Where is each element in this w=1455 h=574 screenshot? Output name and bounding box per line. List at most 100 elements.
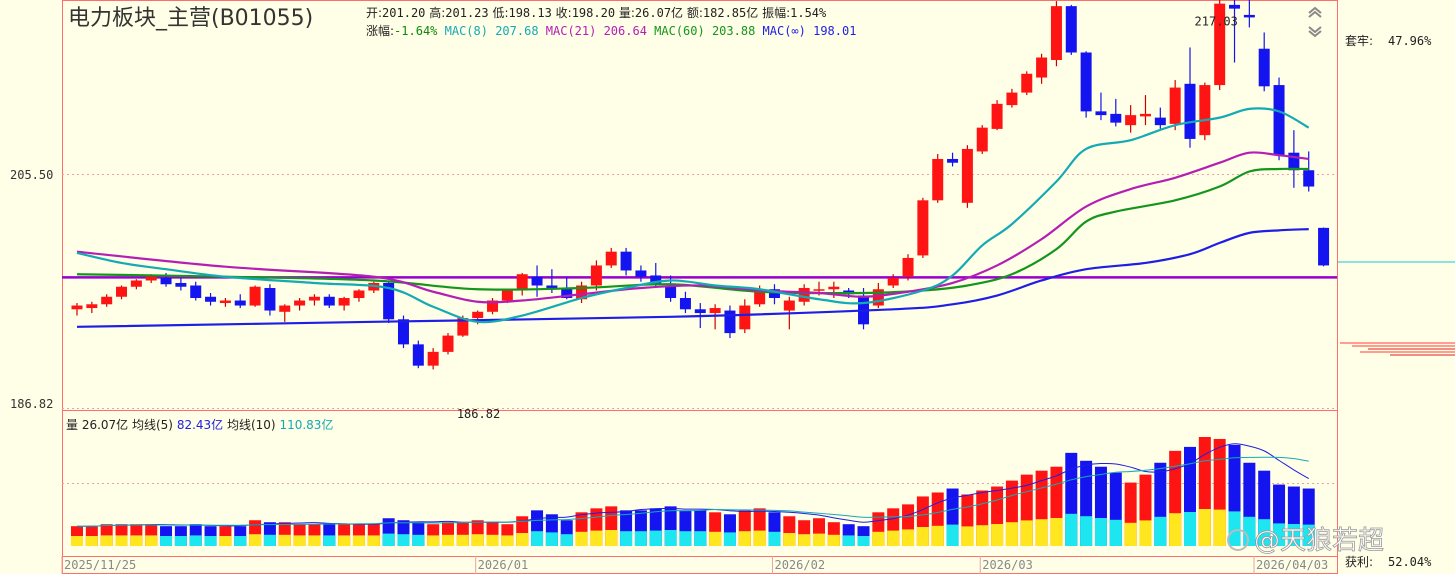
volume-bar	[1302, 488, 1315, 546]
candle	[1169, 80, 1181, 131]
ma-inf-line	[76, 228, 1309, 328]
candle-body	[397, 319, 409, 345]
volume-bar-inner	[916, 527, 929, 546]
candle-body	[1303, 170, 1315, 187]
volume-bar-inner	[1080, 516, 1093, 546]
volume-bar	[412, 522, 425, 546]
watermark-text: @天狼若超	[1254, 526, 1384, 556]
volume-bar	[605, 506, 618, 546]
candle	[798, 284, 810, 306]
volume-bar-inner	[397, 534, 410, 546]
volume-bar-inner	[738, 531, 751, 546]
scroll-down-icon[interactable]	[1308, 26, 1322, 38]
volume-bar	[130, 524, 143, 546]
candle	[1021, 71, 1033, 96]
volume-layer	[71, 437, 1315, 546]
candle	[635, 265, 647, 282]
volume-bar	[85, 526, 98, 546]
volume-bar	[1154, 462, 1167, 546]
candle-body	[1229, 4, 1241, 9]
candle	[101, 294, 113, 307]
volume-bar	[545, 514, 558, 546]
candle-body	[917, 200, 929, 256]
volume-bar-inner	[590, 530, 603, 546]
candle-body	[1036, 57, 1048, 78]
volume-bar	[768, 512, 781, 546]
candle	[531, 265, 543, 297]
candle-body	[472, 311, 484, 319]
volume-bar	[887, 508, 900, 546]
candle-body	[1110, 113, 1122, 123]
candle	[205, 293, 217, 306]
volume-bar-inner	[1094, 518, 1107, 546]
volume-bar-inner	[931, 525, 944, 546]
annotations-layer: 217.03 186.82	[457, 15, 1238, 421]
volume-bar	[1258, 470, 1271, 546]
volume-bar-inner	[723, 532, 736, 546]
ohlc-line: 开:201.20 高:201.23 低:198.13 收:198.20 量:26…	[366, 5, 827, 20]
volume-bar-inner	[1065, 513, 1078, 546]
vol-ma10-value: 110.83亿	[279, 417, 333, 432]
volume-bar	[278, 522, 291, 546]
candle	[1110, 98, 1122, 127]
candle-body	[650, 275, 662, 285]
candle	[1154, 107, 1166, 129]
candle	[1006, 88, 1018, 108]
ytick-205: 205.50	[10, 168, 53, 182]
candle	[1095, 92, 1107, 121]
volume-bar	[649, 508, 662, 546]
volume-bar-inner	[219, 536, 232, 546]
scroll-up-icon[interactable]	[1308, 6, 1322, 18]
volume-bar-inner	[367, 535, 380, 546]
candle	[130, 279, 142, 290]
volume-bar-inner	[575, 531, 588, 546]
volume-bar-inner	[1213, 509, 1226, 546]
candle	[679, 291, 691, 314]
candle	[1139, 95, 1151, 126]
volume-bar-inner	[234, 536, 247, 546]
candle	[976, 125, 988, 154]
xaxis-labels: 2025/11/25 2026/01 2026/02 2026/03 2026/04/0…	[61, 556, 1328, 574]
volume-bar-inner	[501, 535, 514, 546]
candle-body	[531, 276, 543, 286]
candle-body	[86, 304, 98, 309]
candle-body	[1258, 48, 1270, 87]
volume-bar-inner	[753, 530, 766, 546]
volume-bar	[1213, 438, 1226, 546]
candle-body	[234, 300, 246, 306]
volume-bar	[100, 524, 113, 546]
volume-bar	[813, 518, 825, 546]
volume-header: 量 26.07亿 均线(5) 82.43亿 均线(10) 110.83亿	[66, 417, 333, 432]
volume-bar-inner	[1005, 522, 1018, 546]
volume-bar	[783, 516, 796, 546]
ohlc-value-6: 1.54%	[790, 6, 827, 20]
candle	[917, 197, 929, 258]
candle	[858, 287, 870, 330]
volume-bar	[976, 490, 989, 546]
price-annotation: 217.03	[1195, 15, 1238, 29]
candle-body	[1080, 52, 1092, 112]
volume-bar-inner	[323, 535, 336, 546]
trapped-value: 47.96%	[1388, 34, 1432, 48]
candle	[219, 298, 231, 307]
volume-bar	[160, 526, 173, 546]
volume-bar	[1273, 484, 1286, 546]
ohlc-label-5: 额:	[683, 6, 703, 20]
volume-bar	[709, 512, 722, 546]
volume-bar	[71, 526, 83, 546]
candle-body	[605, 251, 617, 266]
ma-item-1: MAC(21) 206.64	[546, 24, 654, 38]
volume-bar-inner	[842, 535, 855, 546]
candle-body	[1125, 115, 1137, 126]
vol-ma5-value: 82.43亿	[177, 417, 227, 432]
volume-bar-inner	[1124, 522, 1137, 546]
trapped-label: 套牢:	[1345, 33, 1373, 48]
ma60-line	[76, 167, 1309, 295]
volume-bar	[204, 526, 217, 546]
candle	[1214, 0, 1226, 91]
volume-bar	[501, 524, 514, 546]
candle	[768, 284, 780, 305]
volume-bar	[1065, 452, 1078, 546]
candle	[605, 247, 617, 268]
candle	[175, 277, 187, 291]
